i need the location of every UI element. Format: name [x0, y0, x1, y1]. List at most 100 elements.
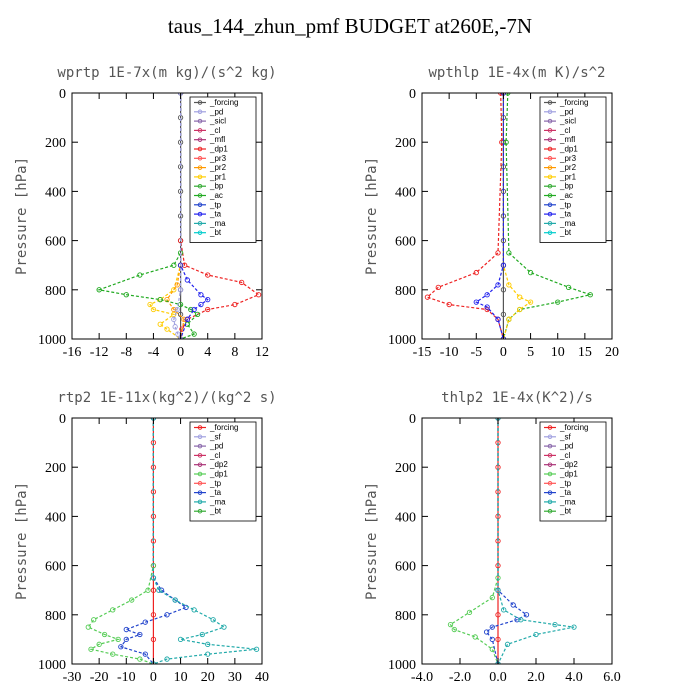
series-point-ma [205, 641, 211, 647]
legend-label-bp: _bp [209, 182, 224, 191]
series-line-ta [475, 93, 504, 339]
series-point-dp1 [255, 292, 262, 298]
series-point-pr1 [506, 282, 512, 288]
series-point-ac [505, 93, 511, 96]
y-axis-label: Pressure [hPa] [14, 482, 30, 600]
series-point-ac [555, 299, 561, 305]
series-point-dp1 [435, 284, 441, 290]
series-group [424, 93, 593, 339]
y-tick-label: 800 [45, 284, 66, 299]
legend-label-dp2: _dp2 [209, 460, 228, 469]
legend-label-forcing: _forcing [559, 98, 588, 107]
legend-label-ma: _ma [209, 219, 226, 228]
legend-label-mfl: _mfl [209, 135, 225, 144]
series-point-dp1 [91, 617, 97, 623]
panel-wpthlp: wpthlp 1E-4x(m K)/s^2 Pressure [hPa] -15 -1… [364, 65, 619, 360]
legend-label-pd: _pd [559, 107, 573, 116]
legend-label-pd: _pd [209, 442, 223, 451]
y-tick-label: 1000 [388, 333, 416, 348]
legend-marker [547, 481, 553, 486]
series-point-ta [510, 602, 516, 608]
series-point-ma [210, 617, 216, 623]
legend-marker [197, 183, 203, 189]
legend-label-pr3: _pr3 [559, 154, 577, 163]
legend-marker [547, 425, 553, 430]
panel-title: wpthlp 1E-4x(m K)/s^2 [428, 65, 605, 81]
y-tick-label: 400 [395, 510, 416, 525]
legend-label-forcing: _forcing [209, 98, 238, 107]
series-point-dp1 [498, 93, 504, 96]
legend-marker [547, 453, 553, 458]
x-tick-label: 4.0 [565, 670, 583, 685]
legend-marker [197, 165, 203, 170]
legend-marker [197, 156, 203, 161]
x-tick-label: 15 [578, 345, 592, 360]
series-point-ac [137, 272, 143, 278]
legend-label-cl: _cl [209, 451, 220, 460]
series-point-ta [184, 277, 191, 283]
series-point-dp1 [85, 624, 91, 630]
series-point-ma [571, 624, 577, 630]
legend-marker [547, 221, 553, 226]
series-point-pr2 [181, 316, 187, 322]
legend-label-ta: _ta [559, 488, 572, 497]
series-line-ma [152, 418, 257, 664]
figure-title: taus_144_zhun_pmf BUDGET at260E,-7N [167, 14, 533, 38]
legend-marker [197, 118, 203, 124]
series-point-ma [150, 575, 157, 581]
legend-marker [197, 471, 203, 477]
series-point-ma [501, 607, 507, 613]
legend-label-mfl: _mfl [559, 135, 575, 144]
series-point-ta [489, 624, 495, 630]
series-point-ta [137, 631, 143, 638]
legend-marker [547, 109, 553, 115]
series-point-forcing [150, 636, 157, 643]
series-point-ma [495, 587, 501, 593]
legend-label-tp: _tp [209, 479, 222, 488]
legend-label-dp1: _dp1 [559, 470, 578, 479]
series-point-ta [495, 282, 501, 288]
legend-marker [547, 211, 553, 217]
series-point-ta [489, 636, 495, 643]
y-tick-label: 600 [395, 235, 416, 250]
legend-label-ac: _ac [209, 191, 223, 200]
series-point-pr1 [164, 326, 170, 332]
panel-thlp2: thlp2 1E-4x(K^2)/s Pressure [hPa] -4.0 -2.0… [364, 390, 621, 685]
series-point-dp1 [96, 641, 102, 647]
legend-marker [547, 443, 553, 449]
legend-label-pd: _pd [559, 442, 573, 451]
legend-label-pr1: _pr1 [209, 172, 227, 181]
series-line-dp1 [449, 418, 499, 664]
legend-marker [547, 137, 553, 142]
series-point-ta [500, 262, 507, 268]
series-point-dp1 [110, 607, 116, 613]
y-tick-label: 800 [395, 609, 416, 624]
series-point-ta [184, 316, 191, 322]
series-line-pr1 [149, 93, 182, 339]
legend-label-forcing: _forcing [559, 423, 588, 432]
series-line-pr1 [502, 93, 532, 339]
legend-marker [197, 481, 203, 486]
legend-marker [197, 100, 203, 105]
series-point-ma [156, 587, 162, 593]
legend-label-ma: _ma [559, 219, 576, 228]
series-point-forcing [150, 612, 157, 618]
series-point-pr1 [517, 294, 523, 300]
series-point-dp1 [205, 272, 211, 278]
series-line-ma [497, 418, 575, 664]
legend-marker [547, 202, 553, 208]
series-point-ac [527, 269, 534, 276]
x-tick-label: 10 [551, 345, 565, 360]
y-tick-label: 0 [409, 412, 416, 427]
series-point-ac [157, 296, 163, 303]
series-point-ma [253, 646, 260, 652]
legend-marker [197, 109, 203, 115]
series-point-ta [198, 301, 204, 308]
legend-marker [547, 174, 553, 180]
x-tick-label: 0 [500, 345, 507, 360]
series-point-ta [473, 299, 479, 305]
series-point-pr1 [527, 299, 534, 305]
x-tick-label: -4 [148, 345, 160, 360]
series-point-ta [142, 619, 148, 625]
plot-frame [421, 417, 613, 665]
